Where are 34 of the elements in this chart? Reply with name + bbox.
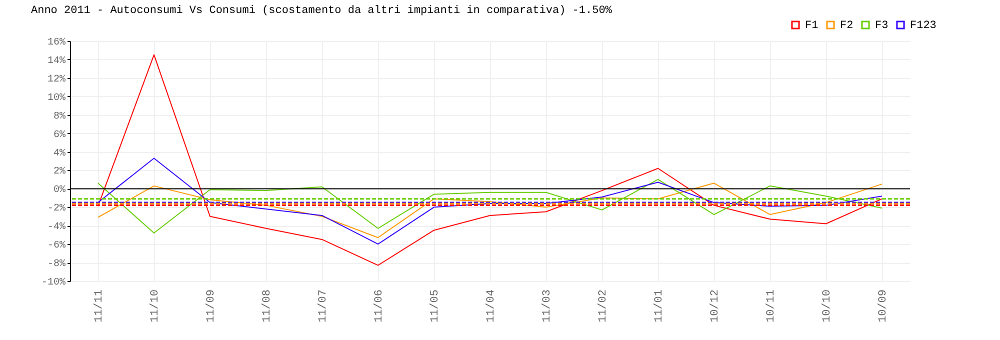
y-tick-label: 0% xyxy=(53,185,66,196)
y-tick-label: -6% xyxy=(47,240,66,252)
legend-label: F3 xyxy=(875,20,888,32)
y-tick-label: 14% xyxy=(47,56,66,67)
y-tick-label: -10% xyxy=(41,278,66,288)
legend-label: F1 xyxy=(805,20,819,32)
chart-title: Anno 2011 - Autoconsumi Vs Consumi (scostamento da altri impianti in comparativa) -1.50% xyxy=(30,5,612,17)
y-tick-label: 16% xyxy=(47,38,66,48)
x-tick-label: 11/01 xyxy=(654,289,666,323)
x-tick-label: 10/12 xyxy=(710,290,722,323)
x-tick-label: 11/03 xyxy=(542,290,554,323)
y-tick-label: 10% xyxy=(47,92,66,104)
x-tick-label: 11/11 xyxy=(94,289,106,323)
x-tick-label: 11/07 xyxy=(318,290,330,323)
legend-label: F2 xyxy=(840,20,854,32)
x-tick-label: 10/09 xyxy=(878,290,890,323)
y-tick-label: 6% xyxy=(53,130,66,141)
x-tick-label: 10/11 xyxy=(766,289,778,323)
x-tick-label: 10/10 xyxy=(822,290,834,323)
y-tick-label: -2% xyxy=(47,204,66,215)
x-tick-label: 11/05 xyxy=(430,290,442,323)
y-tick-label: 8% xyxy=(53,111,66,122)
x-tick-label: 11/02 xyxy=(598,290,610,323)
y-tick-label: -8% xyxy=(47,259,66,270)
legend-label: F123 xyxy=(910,20,936,32)
y-tick-label: 12% xyxy=(47,74,66,86)
x-tick-label: 11/04 xyxy=(486,289,498,323)
x-tick-label: 11/08 xyxy=(262,290,274,323)
y-tick-label: 2% xyxy=(53,166,66,178)
x-tick-label: 11/06 xyxy=(374,290,386,323)
x-tick-label: 11/10 xyxy=(150,290,162,323)
y-tick-label: 4% xyxy=(53,148,66,160)
y-tick-label: -4% xyxy=(47,222,66,234)
x-tick-label: 11/09 xyxy=(206,290,218,323)
